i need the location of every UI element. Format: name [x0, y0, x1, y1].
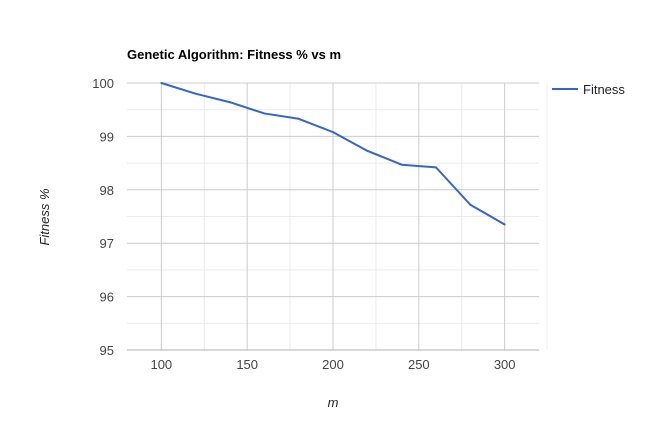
- data-point: [263, 112, 266, 115]
- chart-title: Genetic Algorithm: Fitness % vs m: [127, 47, 341, 62]
- y-axis-label: Fitness %: [37, 188, 52, 245]
- data-point: [366, 149, 369, 152]
- y-tick-label: 96: [100, 290, 114, 305]
- y-tick-label: 100: [92, 76, 114, 91]
- y-tick-label: 99: [100, 129, 114, 144]
- data-point: [469, 203, 472, 206]
- series-lines: [160, 82, 506, 226]
- data-point: [194, 92, 197, 95]
- legend-label: Fitness: [583, 82, 625, 97]
- y-tick-label: 98: [100, 183, 114, 198]
- x-tick-label: 250: [408, 357, 430, 372]
- data-point: [229, 101, 231, 104]
- y-tick-label: 97: [100, 236, 114, 251]
- data-point: [160, 82, 163, 84]
- x-tick-label: 200: [322, 357, 344, 372]
- y-tick-label: 95: [100, 343, 114, 358]
- x-tick-label: 150: [236, 357, 258, 372]
- gridlines: [127, 82, 539, 351]
- data-point: [400, 163, 403, 166]
- data-point: [332, 131, 334, 134]
- legend: Fitness: [546, 82, 625, 350]
- x-axis-label: m: [328, 395, 339, 410]
- axes: 100 150 200 250 300 95 96 97 98 99 100: [92, 76, 539, 372]
- x-tick-label: 300: [494, 357, 516, 372]
- data-point: [435, 166, 437, 169]
- x-tick-label: 100: [150, 357, 172, 372]
- data-point: [503, 223, 506, 226]
- data-point: [297, 117, 300, 120]
